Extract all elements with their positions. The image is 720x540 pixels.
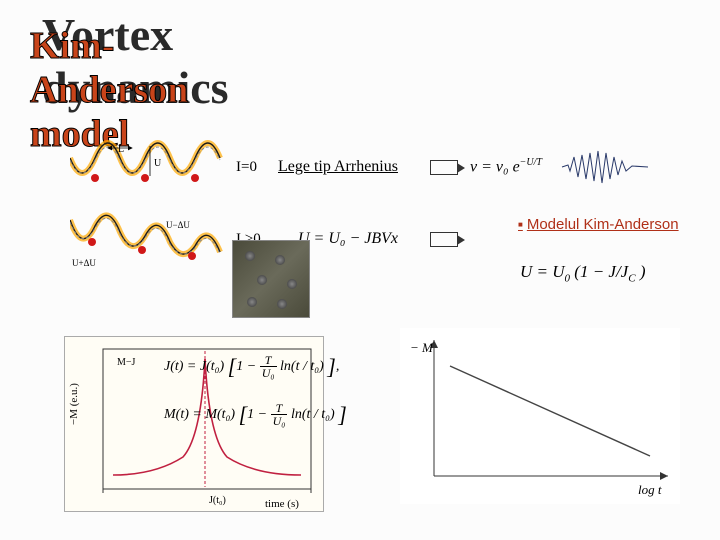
- ylabel-right: − M: [410, 340, 434, 355]
- potential-label-L: L: [118, 144, 124, 155]
- potential-label-UdU: U+ΔU: [72, 258, 96, 268]
- kim-anderson-equation: U = U0 (1 − J/JC ): [520, 262, 646, 284]
- model-kim-anderson-label: Modelul Kim-Anderson: [518, 216, 679, 233]
- arrow-icon: [430, 160, 458, 175]
- potential-label-U: U: [154, 158, 162, 169]
- arrhenius-label: Lege tip Arrhenius: [278, 158, 418, 176]
- graph-m-vs-logt: − M log t: [400, 328, 680, 504]
- i-zero-label: I=0: [236, 159, 278, 176]
- jt-equation: J(t) = J(t₀) [1 − TU₀ ln(t / t₀) ],: [164, 354, 339, 380]
- noise-plot: [560, 147, 650, 187]
- graph-label-jt0: J(t₀): [209, 495, 226, 506]
- xlabel-right: log t: [638, 482, 662, 497]
- title-front-text: Kim-Anderson model Kim-Anderson model: [30, 24, 188, 156]
- ylabel-left: −M (e.u.): [68, 383, 80, 425]
- nu-equation: ν = ν₀ e−U/T: [470, 157, 542, 176]
- potential-plot-i0: L U: [70, 138, 230, 196]
- potential-label-UmdU: U−ΔU: [166, 220, 190, 230]
- vortex-lattice-image: [232, 240, 310, 318]
- graph-label-mj: M−J: [117, 357, 136, 368]
- potential-plot-ipos: U+ΔU U−ΔU: [70, 210, 230, 268]
- arrow-icon: [430, 232, 458, 247]
- mt-equation: M(t) = M(t₀) [1 − TU₀ ln(t / t₀) ]: [164, 402, 347, 428]
- xlabel-left: time (s): [265, 498, 299, 510]
- row-i-zero: L U I=0 Lege tip Arrhenius ν = ν₀ e−U/T: [70, 138, 650, 196]
